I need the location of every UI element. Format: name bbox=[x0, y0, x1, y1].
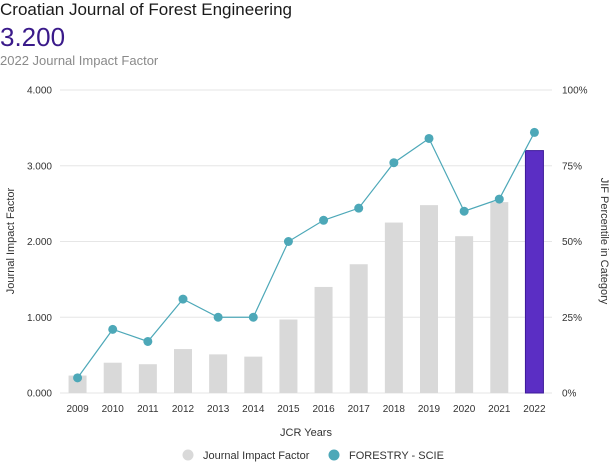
chart-gridlines bbox=[60, 89, 552, 394]
chart-legend: Journal Impact Factor FORESTRY - SCIE bbox=[182, 449, 444, 462]
x-tick-label: 2009 bbox=[66, 404, 89, 415]
bar bbox=[384, 222, 403, 393]
bar bbox=[68, 375, 87, 393]
percentile-point bbox=[73, 373, 83, 383]
bar-series bbox=[68, 150, 544, 394]
percentile-line bbox=[77, 132, 535, 379]
bar bbox=[420, 205, 438, 393]
percentile-point bbox=[108, 324, 118, 334]
percentile-point bbox=[213, 312, 223, 322]
bar-highlight bbox=[524, 150, 544, 394]
bar bbox=[279, 319, 298, 393]
legend-bar-swatch bbox=[182, 449, 194, 461]
percentile-point bbox=[354, 203, 364, 213]
x-tick-label: 2018 bbox=[383, 404, 406, 415]
bar bbox=[138, 364, 157, 393]
percentile-point bbox=[389, 158, 399, 168]
right-y-tick-label: 25% bbox=[562, 313, 582, 324]
line-series bbox=[73, 127, 539, 383]
left-y-axis-title: Journal Impact Factor bbox=[5, 187, 17, 294]
percentile-point bbox=[178, 294, 188, 304]
bar bbox=[314, 286, 333, 393]
x-tick-label: 2016 bbox=[312, 404, 335, 415]
percentile-point bbox=[424, 133, 434, 143]
bar bbox=[103, 362, 122, 393]
x-tick-label: 2011 bbox=[137, 404, 159, 415]
right-y-tick-label: 75% bbox=[562, 161, 582, 172]
percentile-point bbox=[319, 215, 329, 225]
bar bbox=[209, 354, 228, 393]
bar bbox=[244, 356, 263, 393]
bar bbox=[490, 202, 509, 393]
right-y-tick-label: 50% bbox=[562, 237, 582, 248]
impact-factor-subtitle: 2022 Journal Impact Factor bbox=[0, 53, 159, 68]
x-tick-label: 2020 bbox=[453, 404, 476, 415]
x-tick-label: 2012 bbox=[172, 404, 195, 415]
right-y-axis-title: JIF Percentile in Category bbox=[598, 178, 610, 305]
left-y-tick-label: 3.000 bbox=[27, 161, 52, 172]
bar bbox=[174, 349, 192, 393]
left-y-tick-label: 4.000 bbox=[27, 86, 52, 97]
bar bbox=[455, 236, 474, 393]
x-axis-title: JCR Years bbox=[280, 427, 332, 439]
legend-line-swatch bbox=[328, 449, 340, 461]
left-y-tick-label: 2.000 bbox=[27, 237, 52, 248]
legend-bar-label: Journal Impact Factor bbox=[203, 450, 310, 462]
x-tick-label: 2017 bbox=[348, 404, 371, 415]
percentile-point bbox=[494, 194, 504, 204]
left-y-tick-label: 0.000 bbox=[27, 389, 52, 400]
x-tick-label: 2019 bbox=[418, 404, 441, 415]
journal-title: Croatian Journal of Forest Engineering bbox=[0, 0, 292, 19]
legend-line-label: FORESTRY - SCIE bbox=[349, 450, 444, 462]
x-tick-label: 2013 bbox=[207, 404, 230, 415]
x-tick-label: 2014 bbox=[242, 404, 265, 415]
percentile-point bbox=[529, 127, 539, 137]
right-y-ticks: 0% 25% 50% 75% 100% bbox=[562, 86, 588, 400]
x-tick-label: 2015 bbox=[277, 404, 300, 415]
x-tick-label: 2010 bbox=[102, 404, 125, 415]
right-y-tick-label: 100% bbox=[562, 86, 588, 97]
x-ticks: 2009 2010 2011 2012 2013 2014 2015 2016 2017 2018… bbox=[66, 404, 546, 415]
x-tick-label: 2021 bbox=[488, 404, 511, 415]
impact-factor-value: 3.200 bbox=[0, 22, 66, 52]
percentile-point bbox=[248, 312, 258, 322]
percentile-point bbox=[143, 336, 153, 346]
right-y-tick-label: 0% bbox=[562, 389, 577, 400]
percentile-point bbox=[459, 206, 469, 216]
bar bbox=[349, 264, 368, 393]
x-tick-label: 2022 bbox=[523, 404, 546, 415]
percentile-point bbox=[283, 237, 293, 246]
left-y-ticks: 0.000 1.000 2.000 3.000 4.000 bbox=[27, 86, 52, 400]
left-y-tick-label: 1.000 bbox=[27, 313, 52, 324]
